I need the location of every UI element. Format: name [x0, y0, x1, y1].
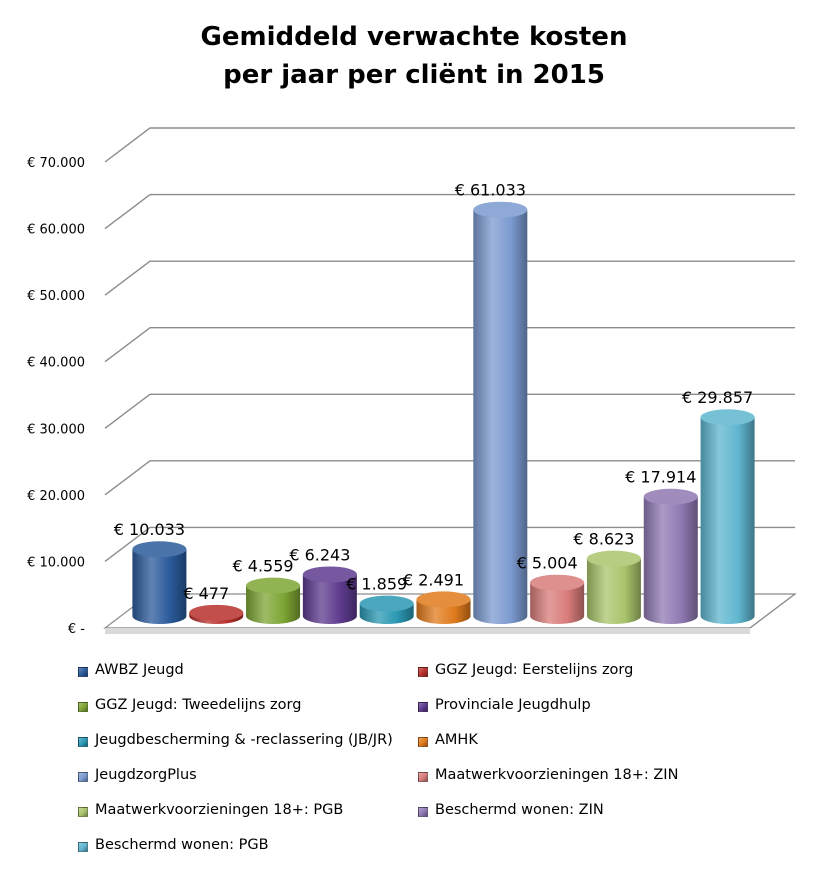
- bar: [530, 574, 585, 624]
- bar-body: [246, 585, 301, 624]
- gridline: [104, 393, 795, 429]
- y-tick-label: € 10.000: [27, 555, 85, 570]
- bar: [132, 541, 187, 624]
- chart-title-line-1: Gemiddeld verwachte kosten: [200, 22, 628, 52]
- data-labels: € 10.033 € 477€ 4.559€ 6.243 € 1.859€ 2.49…: [114, 181, 753, 603]
- legend-label: Beschermd wonen: ZIN: [435, 802, 604, 818]
- bar-body: [643, 496, 698, 624]
- bar: [643, 488, 698, 624]
- data-label: € 8.623: [573, 530, 634, 549]
- y-tick-label: € 60.000: [27, 223, 85, 238]
- y-tick-label: € 40.000: [27, 356, 85, 371]
- legend-swatch: [78, 772, 88, 782]
- bar-top: [302, 566, 357, 583]
- y-tick-label: € 70.000: [27, 156, 85, 171]
- legend-label: AMHK: [435, 732, 478, 748]
- legend-label: AWBZ Jeugd: [95, 662, 184, 678]
- gridline: [104, 260, 795, 296]
- bar-top: [416, 591, 471, 608]
- bar-top: [132, 541, 187, 558]
- data-label: € 2.491: [403, 570, 464, 589]
- y-tick-label: € 20.000: [27, 489, 85, 504]
- bar-body: [473, 209, 528, 625]
- data-label: € 1.859: [346, 575, 407, 594]
- floor-thickness: [105, 628, 750, 634]
- data-label: € 29.857: [682, 388, 753, 407]
- gridlines: [104, 127, 795, 562]
- bar-top: [246, 577, 301, 594]
- data-label: € 5.004: [517, 554, 578, 573]
- bar: [473, 201, 528, 625]
- legend-swatch: [418, 807, 428, 817]
- legend-label: GGZ Jeugd: Eerstelijns zorg: [435, 662, 634, 678]
- legend-label: Beschermd wonen: PGB: [95, 837, 269, 853]
- data-label: € 6.243: [289, 545, 350, 564]
- bar-body: [586, 558, 641, 624]
- bar-top: [359, 595, 414, 612]
- legend-label: JeugdzorgPlus: [95, 767, 197, 783]
- legend-label: Jeugdbescherming & -reclassering (JB/JR): [95, 732, 393, 748]
- legend-label: GGZ Jeugd: Tweedelijns zorg: [95, 697, 302, 713]
- gridline: [104, 460, 795, 496]
- y-axis: € - € 10.000 € 20.000 € 30.000 € 40.000 € 50.…: [27, 156, 85, 637]
- data-label: € 61.033: [455, 181, 526, 200]
- bar: [416, 591, 471, 624]
- data-label: € 477: [183, 584, 229, 603]
- floor-edge: [749, 593, 796, 629]
- legend-swatch: [78, 702, 88, 712]
- bar-top: [700, 409, 755, 426]
- legend-swatch: [78, 807, 88, 817]
- bar: [586, 550, 641, 624]
- legend-swatch: [418, 772, 428, 782]
- bar: [359, 595, 414, 624]
- bar-top: [189, 604, 244, 621]
- legend-label: Provinciale Jeugdhulp: [435, 697, 591, 713]
- bar: [189, 604, 244, 624]
- gridline: [104, 127, 795, 163]
- legend-label: Maatwerkvoorzieningen 18+: PGB: [95, 802, 344, 818]
- legend-swatch: [78, 737, 88, 747]
- data-label: € 10.033: [114, 520, 185, 539]
- gridline: [104, 193, 795, 230]
- bar-top: [643, 488, 698, 505]
- y-tick-label: € 30.000: [27, 422, 85, 437]
- bar-top: [586, 550, 641, 567]
- bar-top: [530, 574, 585, 591]
- bar-body: [302, 574, 357, 624]
- bars: [132, 201, 755, 625]
- bar-body: [700, 417, 755, 624]
- bar-body: [132, 549, 187, 624]
- gridline: [104, 327, 795, 363]
- gridline: [104, 526, 795, 562]
- legend-label: Maatwerkvoorzieningen 18+: ZIN: [435, 767, 679, 783]
- bar-top: [473, 201, 528, 218]
- bar: [302, 566, 357, 624]
- bar: [246, 577, 301, 624]
- legend-swatch: [78, 842, 88, 852]
- data-label: € 4.559: [233, 557, 294, 576]
- data-label: € 17.914: [625, 468, 696, 487]
- y-tick-label: € 50.000: [27, 289, 85, 304]
- bar-body: [530, 582, 585, 624]
- legend-swatch: [418, 667, 428, 677]
- y-tick-label: € -: [68, 622, 85, 637]
- chart-title-line-2: per jaar per cliënt in 2015: [223, 60, 605, 90]
- chart-title: Gemiddeld verwachte kosten per jaar per …: [0, 18, 828, 94]
- legend-swatch: [418, 737, 428, 747]
- legend-swatch: [78, 667, 88, 677]
- bar-chart-plot: € - € 10.000 € 20.000 € 30.000 € 40.000 € 50.…: [27, 127, 797, 637]
- bar: [700, 409, 755, 624]
- legend-swatch: [418, 702, 428, 712]
